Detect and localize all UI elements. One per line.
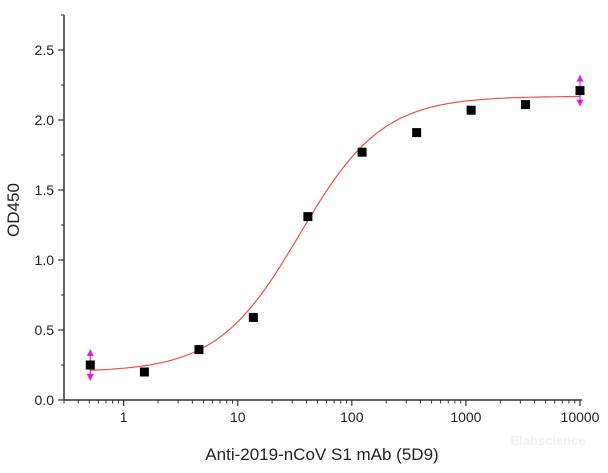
x-axis-label: Anti-2019-nCoV S1 mAb (5D9): [205, 445, 438, 464]
x-tick-label: 100: [340, 409, 364, 425]
data-point: [412, 128, 422, 138]
y-tick-label: 1.0: [35, 252, 55, 268]
data-point: [194, 345, 204, 355]
x-tick-label: 1000: [450, 409, 481, 425]
data-point: [521, 100, 531, 110]
y-tick-label: 0.5: [35, 322, 55, 338]
arrow-up-head: [576, 74, 584, 82]
arrow-down-head: [86, 374, 94, 381]
y-axis-label: OD450: [4, 183, 23, 237]
data-point: [357, 147, 367, 157]
data-points: [85, 74, 585, 381]
y-tick-label: 1.5: [35, 182, 55, 198]
data-point: [248, 312, 258, 322]
data-point: [575, 86, 585, 96]
arrow-up-head: [86, 349, 94, 356]
y-tick-label: 0.0: [35, 392, 55, 408]
axes: 0.0 0.5 1.0 1.5 2.0 2.5 1 10 100 1000 10000: [35, 14, 600, 425]
y-tick-label: 2.5: [35, 42, 55, 58]
y-tick-label: 2.0: [35, 112, 55, 128]
data-point: [466, 105, 476, 115]
x-tick-label: 1: [120, 409, 128, 425]
watermark: Elabscience: [510, 433, 585, 448]
data-point: [85, 360, 95, 370]
x-tick-label: 10: [230, 409, 246, 425]
x-tick-label: 10000: [561, 409, 600, 425]
arrow-down-head: [576, 99, 584, 107]
data-point: [303, 212, 313, 222]
fit-curve: [89, 95, 580, 371]
data-point: [139, 367, 149, 377]
